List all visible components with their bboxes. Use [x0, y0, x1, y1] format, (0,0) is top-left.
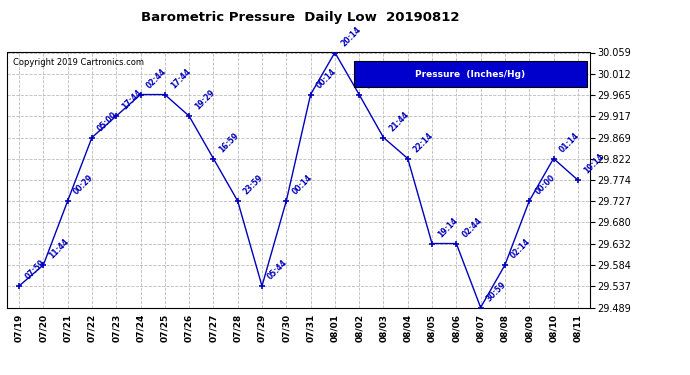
Text: 19:14: 19:14	[436, 216, 460, 239]
Text: 01:14: 01:14	[558, 131, 581, 154]
Text: 30:59: 30:59	[485, 280, 508, 303]
Text: Barometric Pressure  Daily Low  20190812: Barometric Pressure Daily Low 20190812	[141, 11, 460, 24]
Text: 16:59: 16:59	[217, 131, 241, 154]
FancyBboxPatch shape	[354, 62, 587, 87]
Text: 00:00: 00:00	[533, 173, 557, 197]
Text: 00:14: 00:14	[290, 173, 314, 197]
Text: 05:00: 05:00	[96, 110, 119, 134]
Text: 21:44: 21:44	[388, 110, 411, 134]
Text: 02:14: 02:14	[509, 237, 533, 261]
Text: 00:29: 00:29	[72, 173, 95, 197]
Text: 05:44: 05:44	[266, 258, 290, 282]
Text: 22:14: 22:14	[412, 131, 435, 154]
Text: 17:44: 17:44	[169, 67, 193, 90]
Text: 19:14: 19:14	[582, 152, 605, 176]
Text: 00:14: 00:14	[315, 67, 338, 90]
Text: 07:59: 07:59	[23, 258, 47, 282]
Text: 23:59: 23:59	[242, 174, 265, 197]
Text: 19:29: 19:29	[193, 88, 217, 112]
Text: 17:44: 17:44	[120, 88, 144, 112]
Text: 19:14: 19:14	[364, 67, 387, 90]
Text: 11:44: 11:44	[48, 237, 71, 261]
Text: 02:44: 02:44	[145, 67, 168, 90]
Text: Pressure  (Inches/Hg): Pressure (Inches/Hg)	[415, 70, 526, 79]
Text: 20:14: 20:14	[339, 25, 362, 48]
Text: Copyright 2019 Cartronics.com: Copyright 2019 Cartronics.com	[12, 58, 144, 67]
Text: 02:44: 02:44	[460, 216, 484, 239]
